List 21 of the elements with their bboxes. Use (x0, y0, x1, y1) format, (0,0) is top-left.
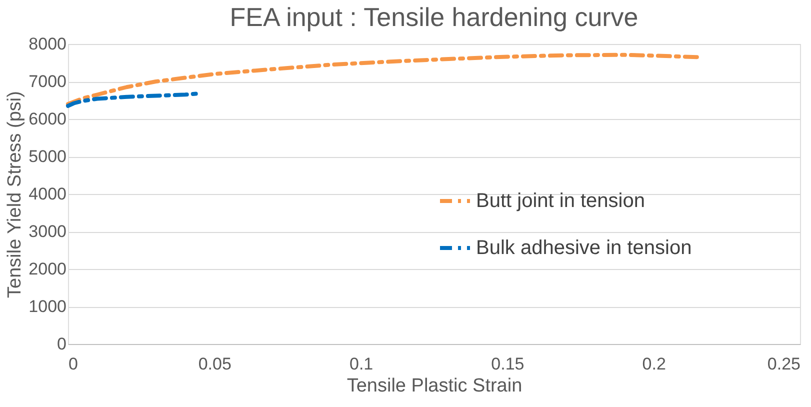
y-tick-label: 3000 (28, 222, 66, 241)
legend-label: Butt joint in tension (476, 190, 645, 212)
y-tick-label: 5000 (28, 147, 66, 166)
y-tick-label: 4000 (28, 184, 66, 204)
y-tick-label: 6000 (28, 110, 66, 128)
x-tick-label: 0.25 (767, 354, 800, 374)
y-tick-label: 7000 (28, 72, 66, 91)
x-tick-label: 0 (68, 354, 78, 374)
x-axis-title: Tensile Plastic Strain (346, 376, 522, 396)
chart-title: FEA input : Tensile hardening curve (230, 2, 638, 32)
y-tick-label: 1000 (28, 297, 66, 316)
x-tick-label: 0.1 (349, 354, 374, 374)
x-tick-label: 0.2 (642, 354, 666, 374)
legend-label: Bulk adhesive in tension (476, 237, 692, 259)
y-tick-label: 2000 (28, 260, 66, 278)
line-series (66, 52, 700, 106)
x-tick-label: 0.15 (491, 354, 524, 374)
y-tick-label: 0 (57, 334, 66, 354)
x-tick-label: 0.05 (198, 354, 232, 374)
y-tick-label: 8000 (28, 34, 66, 54)
y-axis-title: Tensile Yield Stress (psi) (4, 91, 26, 298)
